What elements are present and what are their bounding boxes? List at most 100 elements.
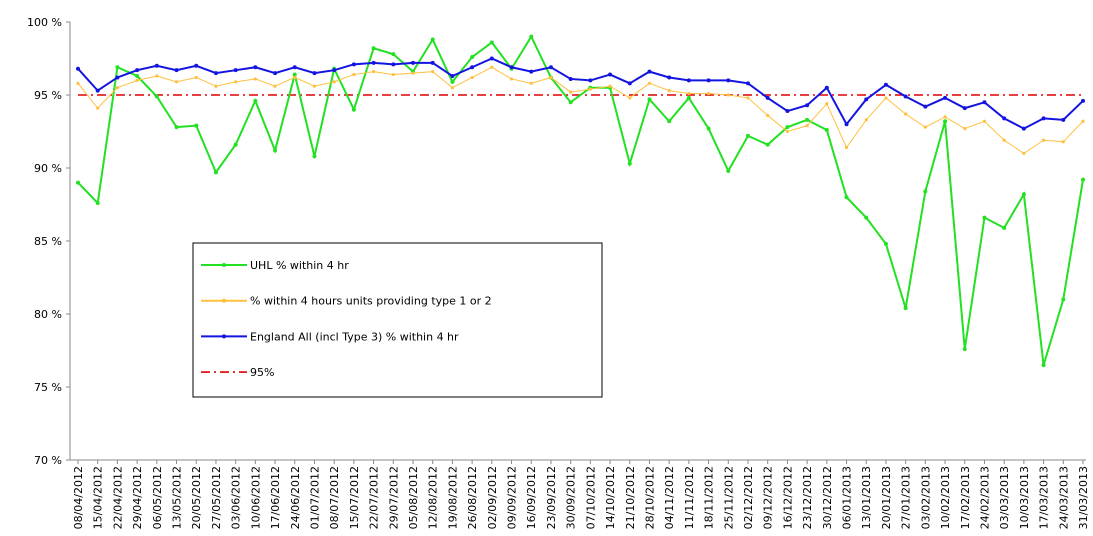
point xyxy=(1021,192,1026,197)
point xyxy=(194,123,199,128)
point xyxy=(174,68,179,73)
x-tick-label: 17/03/2013 xyxy=(1038,466,1051,529)
point xyxy=(115,86,120,90)
point xyxy=(213,71,218,76)
point xyxy=(233,68,238,73)
point xyxy=(548,65,553,70)
series-line xyxy=(77,34,1084,366)
point xyxy=(746,81,750,86)
point xyxy=(726,78,731,83)
point xyxy=(805,124,809,128)
point xyxy=(1041,138,1046,142)
point xyxy=(904,112,908,116)
point xyxy=(785,109,790,114)
point xyxy=(746,96,750,100)
point xyxy=(844,145,849,150)
point xyxy=(529,81,533,85)
point xyxy=(1061,117,1066,122)
x-tick-label: 16/09/2012 xyxy=(525,466,538,529)
point xyxy=(234,80,238,84)
point xyxy=(1081,119,1085,123)
x-tick-label: 09/12/2012 xyxy=(762,466,775,529)
x-tick-label: 13/05/2012 xyxy=(171,466,184,529)
x-tick-label: 10/02/2013 xyxy=(939,466,952,529)
point xyxy=(450,74,455,79)
point xyxy=(352,72,356,77)
point xyxy=(371,46,376,51)
point xyxy=(253,65,258,70)
y-tick-label: 75 % xyxy=(34,381,62,394)
legend-label: England All (incl Type 3) % within 4 hr xyxy=(250,330,459,343)
legend-marker xyxy=(222,298,226,303)
series-line xyxy=(77,57,1084,130)
point xyxy=(943,119,948,124)
point xyxy=(135,68,140,73)
x-tick-label: 21/10/2012 xyxy=(624,466,637,529)
point xyxy=(982,119,987,123)
x-tick-label: 16/12/2012 xyxy=(781,466,794,529)
x-tick-label: 24/03/2013 xyxy=(1057,466,1070,529)
point xyxy=(923,125,927,129)
point xyxy=(568,76,573,81)
point xyxy=(312,71,317,76)
point xyxy=(568,100,573,105)
point xyxy=(1002,138,1006,142)
x-tick-label: 29/07/2012 xyxy=(387,466,400,529)
point xyxy=(76,66,80,71)
x-tick-label: 30/12/2012 xyxy=(821,466,834,529)
point xyxy=(470,55,475,60)
x-tick-label: 23/09/2012 xyxy=(545,466,558,529)
point xyxy=(194,75,198,80)
x-tick-label: 03/03/2013 xyxy=(998,466,1011,529)
point xyxy=(391,52,396,57)
series-line xyxy=(77,66,1084,155)
point xyxy=(292,72,297,77)
x-tick-label: 10/03/2013 xyxy=(1018,466,1031,529)
point xyxy=(647,97,652,102)
x-tick-label: 30/09/2012 xyxy=(565,466,578,529)
point xyxy=(982,215,987,220)
x-tick-label: 05/08/2012 xyxy=(407,466,420,529)
point xyxy=(155,74,159,78)
point xyxy=(864,215,869,220)
x-tick-label: 15/07/2012 xyxy=(348,466,361,529)
point xyxy=(864,118,868,122)
point xyxy=(312,154,317,159)
point xyxy=(588,87,592,91)
x-tick-label: 17/02/2013 xyxy=(959,466,972,529)
x-tick-label: 10/06/2012 xyxy=(249,466,262,529)
point xyxy=(923,104,928,109)
point xyxy=(785,125,790,130)
point xyxy=(923,189,928,194)
x-tick-label: 26/08/2012 xyxy=(466,466,479,529)
point xyxy=(351,62,356,67)
point xyxy=(686,78,691,83)
point xyxy=(1081,177,1085,182)
point xyxy=(213,170,218,175)
point xyxy=(687,91,691,96)
point xyxy=(1081,98,1085,103)
point xyxy=(154,94,159,99)
point xyxy=(627,81,632,86)
x-tick-label: 04/11/2012 xyxy=(663,466,676,529)
point xyxy=(686,95,691,100)
point xyxy=(963,126,967,131)
point xyxy=(667,119,672,124)
point xyxy=(154,63,159,68)
legend-marker xyxy=(222,334,226,339)
point xyxy=(647,81,652,85)
point xyxy=(647,69,652,74)
point xyxy=(174,80,179,84)
point xyxy=(549,75,553,80)
point xyxy=(706,91,711,96)
point xyxy=(135,78,139,82)
point xyxy=(273,148,278,153)
x-tick-label: 07/10/2012 xyxy=(584,466,597,529)
point xyxy=(962,106,967,111)
point xyxy=(608,84,612,88)
point xyxy=(982,100,987,105)
point xyxy=(450,79,455,84)
point xyxy=(253,77,257,81)
point xyxy=(1061,140,1065,144)
point xyxy=(293,75,297,80)
